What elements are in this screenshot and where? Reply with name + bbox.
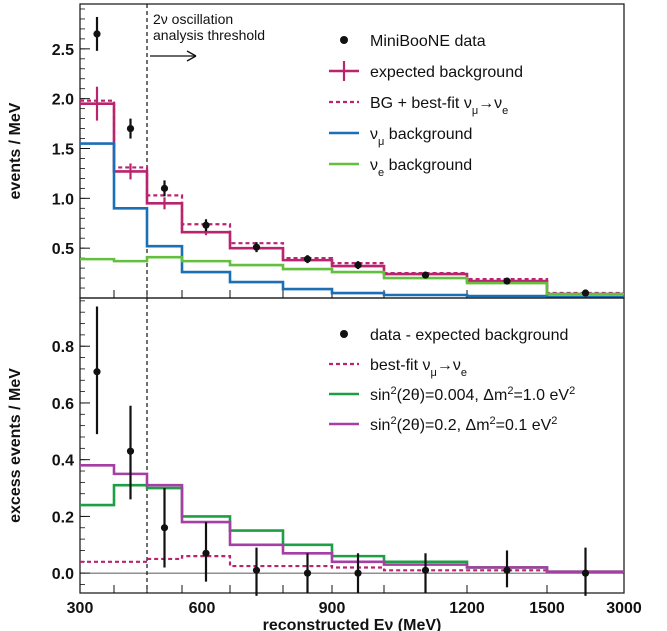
x-tick-label: 1200 xyxy=(449,600,485,617)
data-point xyxy=(93,30,101,38)
threshold-annotation: analysis threshold xyxy=(153,27,265,43)
data-point xyxy=(126,447,135,455)
series-line-3 xyxy=(80,464,624,574)
legend-label: MiniBooNE data xyxy=(370,33,486,50)
data-point xyxy=(421,271,430,279)
x-tick-label: 900 xyxy=(319,600,346,617)
threshold-annotation: 2ν oscillation xyxy=(153,11,233,27)
series-line-1 xyxy=(80,555,624,573)
legend-marker xyxy=(340,36,348,44)
y-tick-label: 0.4 xyxy=(52,453,74,470)
series-line-3 xyxy=(80,142,624,299)
y-tick-label: 2.0 xyxy=(52,92,74,109)
y-tick-label: 0.5 xyxy=(52,241,74,258)
x-tick-label: 600 xyxy=(189,600,216,617)
y-axis-title: excess events / MeV xyxy=(7,368,24,523)
y-tick-label: 0.8 xyxy=(52,339,74,356)
x-tick-label: 1500 xyxy=(529,600,565,617)
y-tick-label: 1.5 xyxy=(52,142,74,159)
x-tick-label: 300 xyxy=(67,600,94,617)
y-axis-title: events / MeV xyxy=(7,102,24,199)
data-point xyxy=(252,243,261,251)
x-tick-label: 3000 xyxy=(606,600,642,617)
top-panel: 0.5 1.0 1.5 2.0 2.5 events / MeV MiniBooNE dat… xyxy=(7,3,625,299)
legend-label: BG + best-fit νμ→νe xyxy=(370,95,508,117)
data-point xyxy=(252,566,261,574)
panel-frame xyxy=(79,297,625,594)
series-line-2 xyxy=(80,99,624,295)
annotation-arrowhead xyxy=(186,50,197,62)
legend-label: νμ background xyxy=(370,126,472,148)
data-point xyxy=(581,289,590,297)
data-point xyxy=(354,261,362,269)
y-tick-label: 0.6 xyxy=(52,396,74,413)
y-tick-label: 2.5 xyxy=(52,42,74,59)
series-line-4 xyxy=(80,255,624,296)
data-point xyxy=(126,124,135,133)
legend-label: sin2(2θ)=0.004, Δm2=1.0 eV2 xyxy=(370,385,575,404)
legend-marker xyxy=(340,330,348,338)
bottom-panel: 0.0 0.2 0.4 0.6 0.8 excess events / MeV data -… xyxy=(7,297,642,631)
y-tick-label: 1.0 xyxy=(52,191,74,208)
data-point xyxy=(93,368,101,376)
y-tick-label: 0.0 xyxy=(52,566,74,583)
legend-label: data - expected background xyxy=(370,327,568,344)
data-point xyxy=(303,569,312,577)
data-point xyxy=(303,255,312,263)
data-point xyxy=(202,549,210,557)
data-point xyxy=(421,566,430,574)
data-point xyxy=(160,524,169,532)
y-tick-label: 0.2 xyxy=(52,509,74,526)
data-point xyxy=(581,569,590,577)
data-point xyxy=(503,566,511,574)
data-point xyxy=(503,277,511,285)
x-axis-title: reconstructed Eν (MeV) xyxy=(263,617,442,631)
legend-label: expected background xyxy=(370,64,523,81)
data-point xyxy=(202,221,210,229)
legend-label: sin2(2θ)=0.2, Δm2=0.1 eV2 xyxy=(370,415,557,434)
legend-label: νe background xyxy=(370,157,472,179)
panel-frame xyxy=(79,3,625,299)
data-point xyxy=(354,569,362,577)
legend-label: best-fit νμ→νe xyxy=(370,357,467,379)
data-point xyxy=(160,184,169,192)
